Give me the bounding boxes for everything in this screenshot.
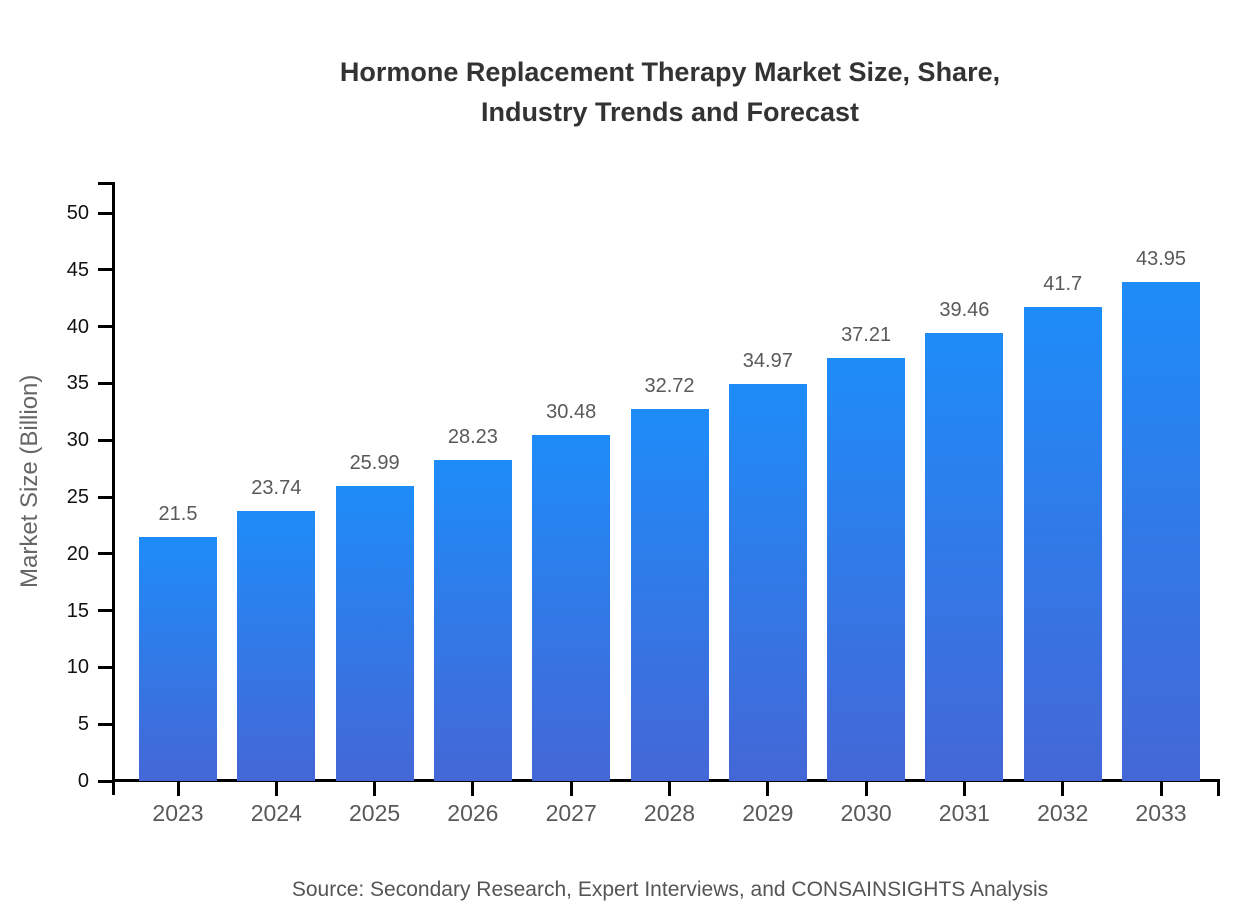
y-tick (98, 779, 112, 783)
y-axis-line (112, 182, 115, 795)
x-tick (864, 782, 868, 796)
x-tick-label: 2024 (250, 800, 302, 826)
bar (532, 434, 611, 781)
x-tick (373, 782, 377, 796)
bar (433, 460, 512, 781)
bar (1023, 307, 1102, 781)
bar (630, 409, 709, 781)
bar-value-label: 34.97 (742, 349, 793, 372)
x-tick (176, 782, 180, 796)
x-tick-label: 2023 (152, 800, 204, 826)
y-tick (98, 381, 112, 385)
x-tick-label: 2029 (742, 800, 794, 826)
y-tick-label: 20 (66, 542, 89, 565)
x-tick (471, 782, 475, 796)
y-tick-label: 45 (66, 258, 89, 281)
x-tick-label: 2025 (349, 800, 401, 826)
bar (728, 383, 807, 781)
y-tick-label: 10 (66, 656, 89, 679)
chart-title: Hormone Replacement Therapy Market Size,… (0, 52, 1260, 132)
bar-value-label: 25.99 (349, 451, 400, 474)
bar (335, 485, 414, 781)
x-tick-label: 2027 (545, 800, 597, 826)
y-tick-label: 25 (66, 486, 89, 508)
x-tick (766, 782, 770, 796)
y-axis-end-cap (98, 182, 115, 185)
x-tick-label: 2032 (1037, 800, 1089, 826)
y-tick (98, 495, 112, 499)
chart-title-line-1: Hormone Replacement Therapy Market Size,… (339, 57, 1001, 87)
y-tick (98, 609, 112, 613)
y-tick-label: 50 (66, 202, 89, 224)
bar-value-label: 39.46 (939, 298, 990, 321)
x-tick-label: 2031 (938, 800, 990, 826)
y-tick-label: 15 (66, 599, 89, 622)
y-tick-label: 40 (66, 315, 89, 338)
y-tick (98, 438, 112, 442)
bar (1122, 281, 1200, 781)
x-tick-label: 2026 (447, 800, 499, 826)
x-tick (668, 782, 671, 796)
x-tick (274, 782, 278, 796)
bar-chart-plot-area: 0 5 10 15 20 25 30 35 40 45 50 21.5 2023 23.74 2024 25.… (67, 182, 1220, 826)
x-tick (569, 782, 573, 796)
x-tick (1159, 782, 1163, 796)
y-tick-label: 5 (77, 713, 89, 736)
bar-value-label: 23.74 (251, 477, 302, 500)
bar (139, 536, 217, 781)
x-tick-label: 2030 (840, 800, 892, 826)
bar (237, 511, 316, 781)
bar-value-label: 21.5 (158, 502, 198, 525)
bar-value-label: 30.48 (546, 400, 597, 423)
y-tick (98, 722, 112, 726)
y-tick (98, 665, 112, 669)
source-note: Source: Secondary Research, Expert Inter… (291, 878, 1049, 901)
y-tick-label: 30 (66, 429, 89, 452)
y-tick (98, 268, 112, 272)
bar-value-label: 28.23 (447, 426, 498, 449)
y-tick-label: 35 (66, 372, 89, 395)
x-tick (962, 782, 966, 796)
x-tick-label: 2033 (1135, 800, 1187, 826)
x-tick-label: 2028 (643, 800, 696, 826)
bar (827, 358, 906, 781)
y-tick (98, 325, 112, 329)
bar-value-label: 37.21 (841, 324, 892, 347)
bar (925, 332, 1004, 781)
bar-value-label: 43.95 (1135, 247, 1187, 270)
bar-value-label: 32.72 (644, 375, 695, 398)
chart-title-line-2: Industry Trends and Forecast (480, 97, 860, 127)
x-axis-end-cap (1217, 779, 1220, 796)
x-tick (1061, 782, 1065, 796)
y-tick (98, 211, 112, 215)
y-tick (98, 552, 112, 556)
y-tick-label: 0 (77, 770, 89, 792)
bar-value-label: 41.7 (1043, 273, 1083, 296)
